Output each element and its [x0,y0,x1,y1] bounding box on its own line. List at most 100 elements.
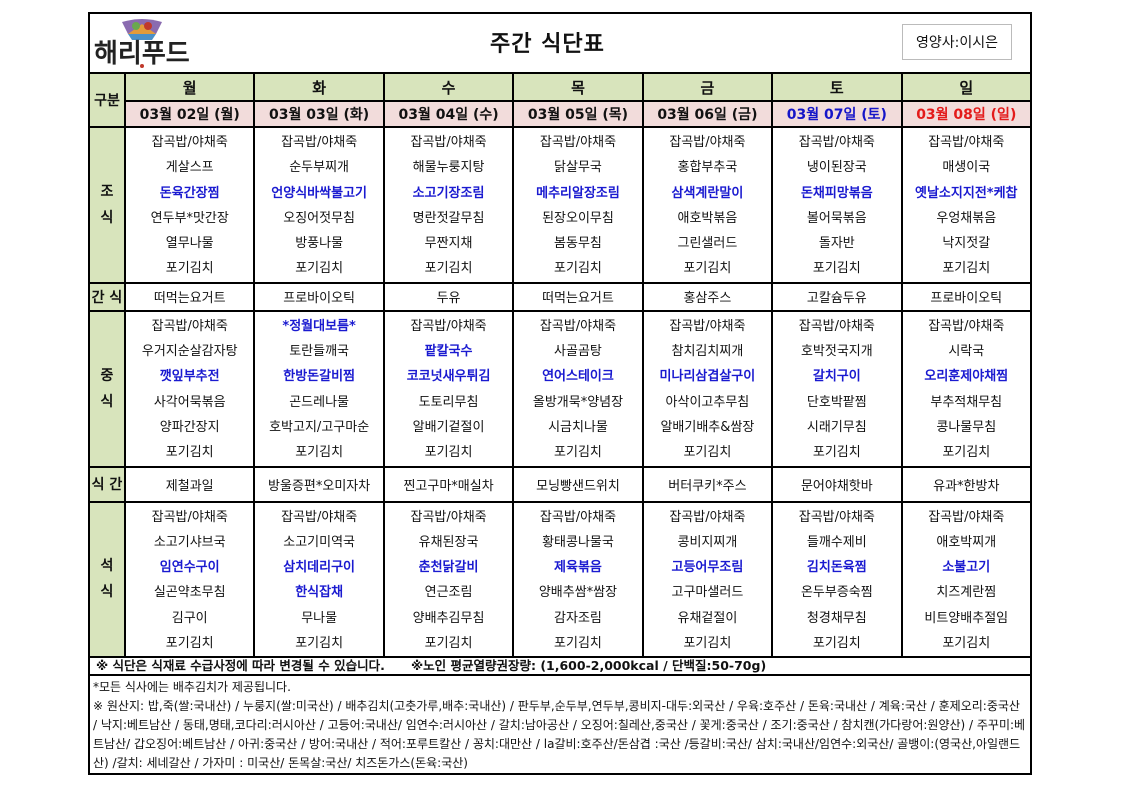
kimchi-note: *모든 식사에는 배추김치가 제공됩니다. [93,680,291,694]
menu-item: 포기김치 [554,636,602,652]
svg-text:해리푸드: 해리푸드 [94,39,190,68]
snack-cell: 모닝빵샌드위치 [512,465,644,503]
menu-item: 알배기배추&쌈장 [660,419,755,435]
menu-item: 잡곡밥/야채죽 [281,509,358,525]
menu-item: 잡곡밥/야채죽 [669,135,746,150]
menu-item: 방풍나물 [295,236,344,252]
lunch-cell: 잡곡밥/야채죽 우거지순살감자탕 깻잎부추전 사각어묵볶음 양파간장지 포기김치 [123,309,256,468]
lunch-cell: 잡곡밥/야채죽 시락국 오리훈제야채찜 부추적채무침 콩나물무침 포기김치 [900,309,1033,468]
menu-item: 온두부증숙찜 [800,585,873,601]
menu-item: 잡곡밥/야채죽 [539,509,617,525]
menu-item: 된장오이무침 [542,210,614,226]
breakfast-cell: 잡곡밥/야채죽 게살스프 돈육간장찜 연두부*맛간장 열무나물 포기김치 [123,126,256,284]
menu-item: 잡곡밥/야채죽 [798,509,875,525]
menu-item: 코코넛새우튀김 [406,369,491,385]
menu-item: 잡곡밥/야채죽 [669,318,746,334]
menu-item: 소고기미역국 [283,534,356,550]
menu-item: 팥칼국수 [424,344,473,360]
menu-item: 소고기장조림 [412,185,485,201]
menu-item: 포기김치 [554,445,602,461]
lunch-cell: 잡곡밥/야채죽 팥칼국수 코코넛새우튀김 도토리무침 알배기겉절이 포기김치 [382,309,515,468]
menu-item: 포기김치 [812,636,861,652]
menu-item: 봄동무침 [554,236,602,252]
menu-item: 호박고지/고구마순 [269,419,370,435]
menu-item: 포기김치 [942,636,991,652]
day-header: 수 [382,72,515,102]
menu-item: 삼치데리구이 [283,560,356,576]
dinner-cell: 잡곡밥/야채죽 들깨수제비 김치돈육찜 온두부증숙찜 청경채무침 포기김치 [771,500,903,659]
menu-item: 포기김치 [295,445,344,461]
menu-item: 애호박찌개 [936,534,997,550]
menu-item: 오징어젓무침 [283,210,356,226]
menu-item: 사각어묵볶음 [153,394,226,410]
menu-item: 임연수구이 [159,560,220,576]
date-header: 03월 07일 (토) [771,100,903,128]
menu-item: 양배추김무침 [412,610,485,626]
menu-item: 잡곡밥/야채죽 [281,135,358,150]
lunch-label: 중 식 [88,309,126,468]
menu-item: 양배추쌈*쌈장 [538,585,618,601]
breakfast-label: 조 식 [88,126,126,284]
footer-notes: *모든 식사에는 배추김치가 제공됩니다. ※ 원산지: 밥,죽(쌀:국내산) … [90,678,1030,773]
menu-item: 시래기무침 [806,419,867,435]
menu-item: 포기김치 [424,636,473,652]
menu-item: 콩비지찌개 [677,534,738,550]
snack-cell: 버터쿠키*주스 [641,465,774,503]
menu-item: 한식잡채 [295,585,344,601]
menu-item: 단호박팥찜 [806,394,867,410]
menu-item: 참치김치찌개 [671,344,744,360]
page-title: 주간 식단표 [490,32,605,57]
date-header: 03월 03일 (화) [253,100,385,128]
menu-item: 게살스프 [165,160,214,176]
menu-item: 제육볶음 [554,560,602,576]
menu-item: *정월대보름* [282,318,356,334]
menu-item: 포기김치 [165,261,214,277]
menu-item: 냉이된장국 [806,160,867,176]
notice-bar: ※ 식단은 식재료 수급사정에 따라 변경될 수 있습니다. ※노인 평균열량권… [88,656,1032,676]
menu-item: 볼어묵볶음 [806,210,867,226]
breakfast-cell: 잡곡밥/야채죽 닭살무국 메추리알장조림 된장오이무침 봄동무침 포기김치 [512,126,644,284]
snack-cell: 프로바이오틱 [253,281,385,312]
menu-item: 잡곡밥/야채죽 [410,318,487,334]
snack-cell: 떠먹는요거트 [512,281,644,312]
menu-item: 김구이 [171,610,208,626]
menu-item: 잡곡밥/야채죽 [928,318,1005,334]
menu-item: 한방돈갈비찜 [283,369,356,385]
menu-item: 양파간장지 [159,419,220,435]
day-header: 화 [253,72,385,102]
menu-item: 연두부*맛간장 [150,210,229,226]
breakfast-cell: 잡곡밥/야채죽 매생이국 옛날소지지전*케찹 우엉채볶음 낙지젓갈 포기김치 [900,126,1033,284]
menu-item: 닭살무국 [554,160,602,176]
menu-item: 김치돈육찜 [806,560,867,576]
day-header: 토 [771,72,903,102]
menu-item: 언양식바싹불고기 [271,185,367,201]
menu-item: 실곤약초무침 [153,585,226,601]
menu-item: 잡곡밥/야채죽 [928,135,1005,150]
menu-item: 토란들깨국 [289,344,350,360]
snack-cell: 문어야채핫바 [771,465,903,503]
menu-item: 깻잎부추전 [159,369,220,385]
menu-item: 잡곡밥/야채죽 [151,509,228,525]
dinner-label: 석 식 [88,500,126,659]
date-header: 03월 06일 (금) [641,100,774,128]
menu-item: 포기김치 [683,445,732,461]
menu-item: 청경채무침 [806,610,867,626]
snack-cell: 방울증편*오미자차 [253,465,385,503]
menu-item: 메추리알장조림 [536,185,620,201]
menu-item: 잡곡밥/야채죽 [151,318,228,334]
menu-item: 잡곡밥/야채죽 [539,318,617,334]
menu-item: 그린샐러드 [677,236,738,252]
dinner-cell: 잡곡밥/야채죽 애호박찌개 소불고기 치즈계란찜 비트양배추절임 포기김치 [900,500,1033,659]
menu-item: 알배기겉절이 [412,419,485,435]
menu-item: 올방개묵*양념장 [532,394,624,410]
menu-item: 매생이국 [942,160,991,176]
snack2-label: 식 간 [88,465,126,503]
menu-item: 미나리삼겹살구이 [659,369,756,385]
lunch-cell: *정월대보름* 토란들깨국 한방돈갈비찜 곤드레나물 호박고지/고구마순 포기김치 [253,309,385,468]
menu-item: 소불고기 [942,560,991,576]
menu-item: 비트양배추절임 [924,610,1009,626]
menu-item: 포기김치 [683,636,732,652]
menu-item: 춘천닭갈비 [418,560,479,576]
day-row: 구분 월 화 수 목 금 토 일 [88,72,1033,128]
menu-item: 포기김치 [424,261,473,277]
